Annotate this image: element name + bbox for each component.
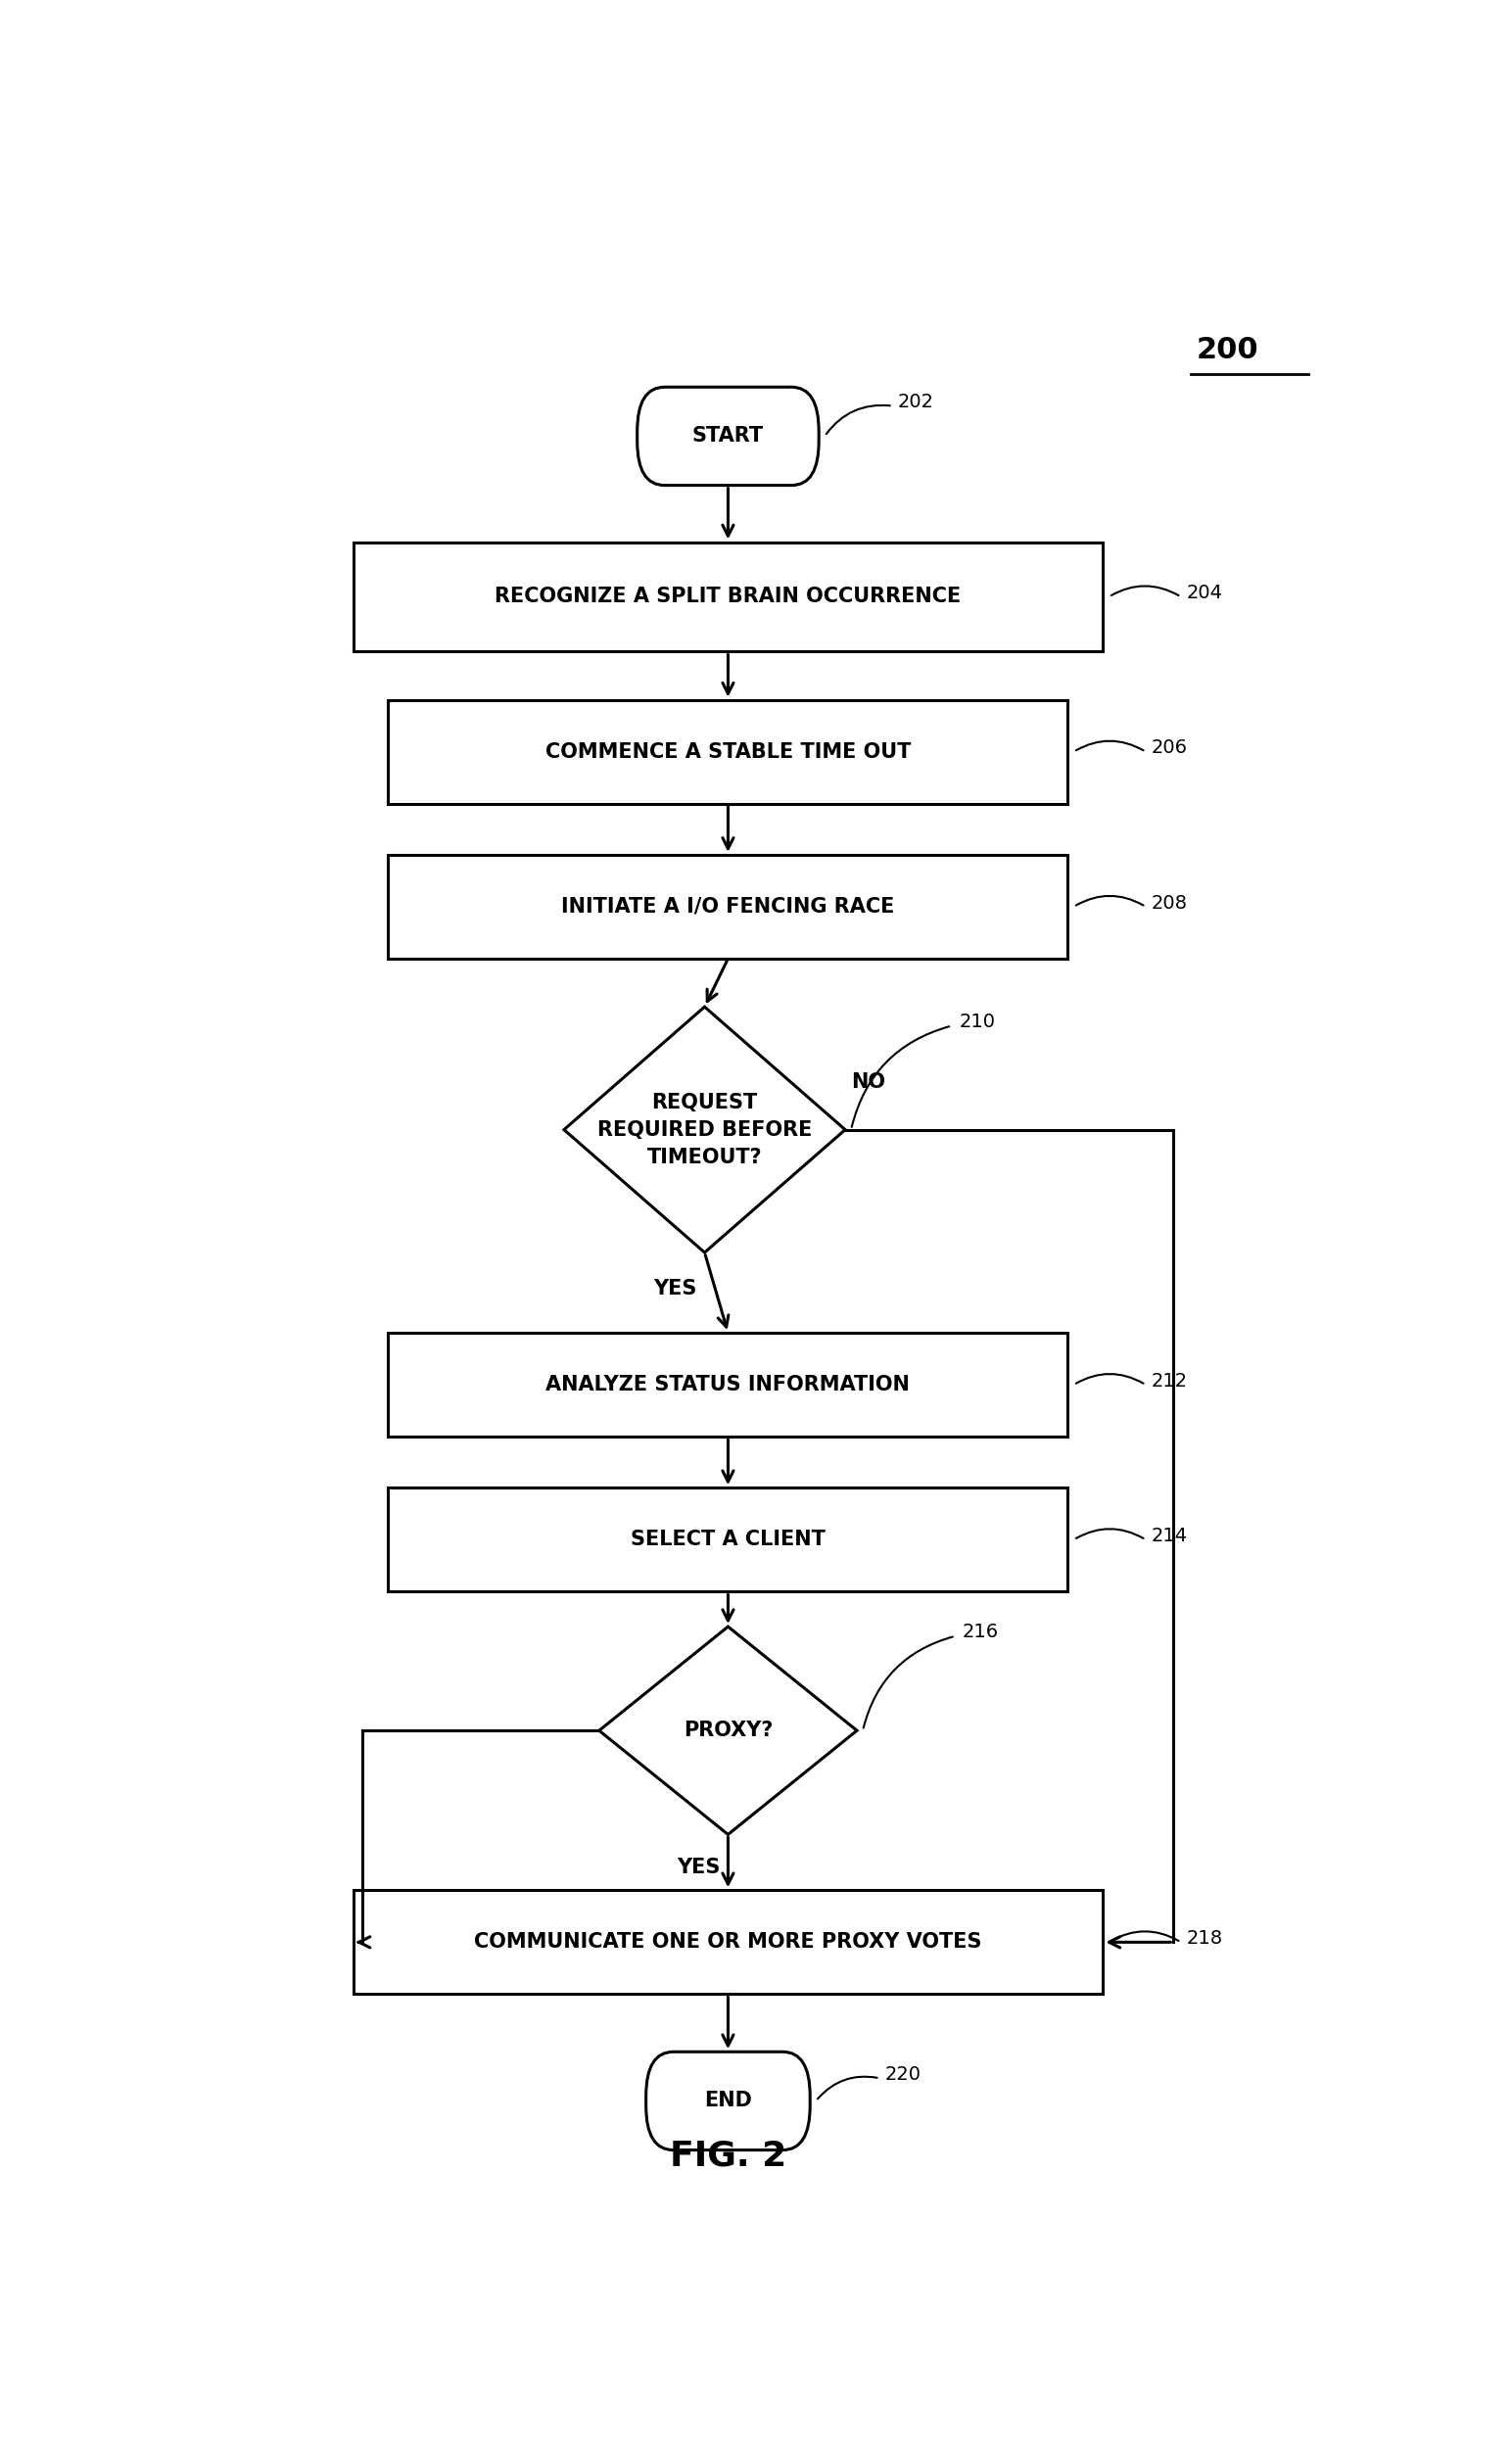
Text: ANALYZE STATUS INFORMATION: ANALYZE STATUS INFORMATION: [546, 1374, 910, 1394]
Text: 210: 210: [960, 1014, 996, 1031]
FancyBboxPatch shape: [389, 1487, 1067, 1593]
Text: 216: 216: [963, 1622, 999, 1642]
Text: END: END: [705, 2091, 751, 2110]
Text: FIG. 2: FIG. 2: [670, 2140, 786, 2172]
FancyBboxPatch shape: [637, 388, 820, 486]
Text: 200: 200: [1198, 336, 1259, 366]
Text: 208: 208: [1151, 893, 1187, 913]
Text: NO: NO: [851, 1072, 886, 1092]
Text: YES: YES: [677, 1858, 720, 1877]
Text: COMMUNICATE ONE OR MORE PROXY VOTES: COMMUNICATE ONE OR MORE PROXY VOTES: [475, 1931, 981, 1951]
Text: REQUEST
REQUIRED BEFORE
TIMEOUT?: REQUEST REQUIRED BEFORE TIMEOUT?: [597, 1092, 812, 1168]
FancyBboxPatch shape: [389, 854, 1067, 960]
Text: 206: 206: [1151, 739, 1187, 758]
FancyBboxPatch shape: [354, 542, 1104, 653]
FancyBboxPatch shape: [646, 2052, 810, 2150]
Text: 220: 220: [885, 2066, 921, 2083]
Polygon shape: [564, 1006, 845, 1252]
Text: 204: 204: [1187, 584, 1223, 601]
Text: SELECT A CLIENT: SELECT A CLIENT: [631, 1529, 826, 1548]
Text: START: START: [692, 427, 764, 447]
FancyBboxPatch shape: [354, 1890, 1104, 1995]
Text: INITIATE A I/O FENCING RACE: INITIATE A I/O FENCING RACE: [561, 896, 895, 915]
FancyBboxPatch shape: [389, 699, 1067, 805]
FancyBboxPatch shape: [389, 1333, 1067, 1436]
Text: 218: 218: [1187, 1929, 1223, 1948]
Text: 212: 212: [1151, 1372, 1188, 1391]
Text: PROXY?: PROXY?: [683, 1720, 773, 1740]
Text: 202: 202: [898, 393, 934, 412]
Text: RECOGNIZE A SPLIT BRAIN OCCURRENCE: RECOGNIZE A SPLIT BRAIN OCCURRENCE: [494, 587, 962, 606]
Text: COMMENCE A STABLE TIME OUT: COMMENCE A STABLE TIME OUT: [546, 741, 910, 761]
Text: 214: 214: [1151, 1526, 1188, 1546]
Text: YES: YES: [653, 1279, 697, 1298]
Polygon shape: [599, 1627, 857, 1836]
